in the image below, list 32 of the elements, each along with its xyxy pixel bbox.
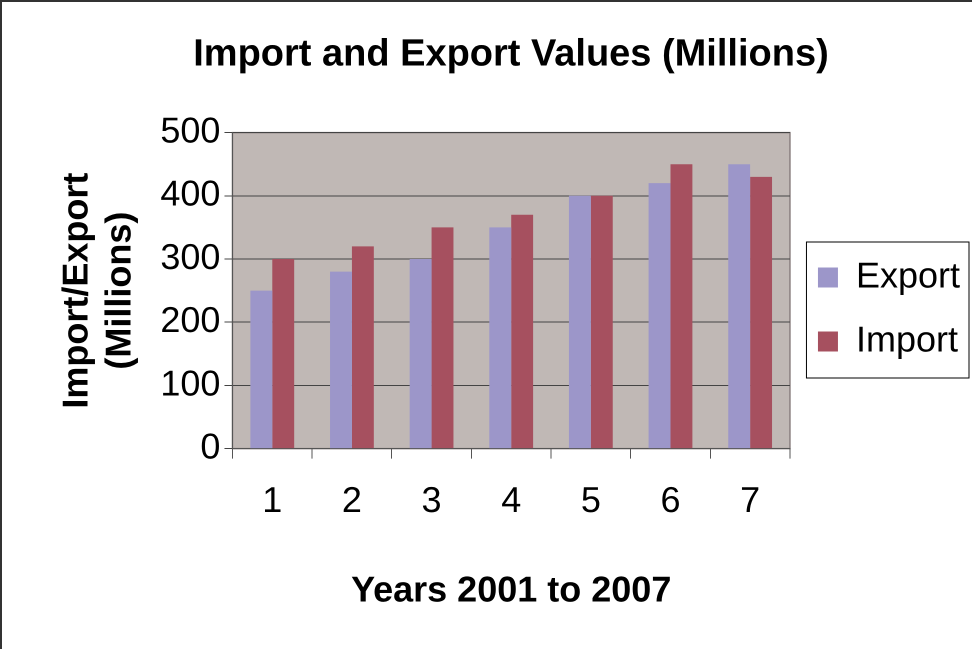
bar xyxy=(250,290,272,448)
bar xyxy=(272,259,294,448)
bar xyxy=(648,183,670,448)
y-tick-label: 300 xyxy=(160,236,220,277)
bar xyxy=(590,196,613,448)
x-tick-label: 2 xyxy=(342,479,362,520)
bar xyxy=(511,214,534,448)
legend-label: Import xyxy=(856,318,958,360)
bar xyxy=(410,259,432,448)
bar xyxy=(352,246,374,448)
y-tick-label: 400 xyxy=(160,172,220,214)
y-tick-label: 0 xyxy=(200,426,220,467)
y-tick-label: 100 xyxy=(160,362,220,404)
chart-title: Import and Export Values (Millions) xyxy=(193,32,829,74)
x-tick-label: 5 xyxy=(580,479,601,520)
bar xyxy=(489,227,512,448)
legend-label: Export xyxy=(856,254,960,296)
x-tick-label: 4 xyxy=(501,479,522,520)
bar xyxy=(728,164,750,448)
bar xyxy=(432,227,454,448)
y-tick-label: 200 xyxy=(160,299,220,340)
y-axis-title: Import/Export (Millions) xyxy=(54,172,139,409)
x-tick-label: 7 xyxy=(740,479,760,520)
x-tick-label: 6 xyxy=(660,479,681,520)
bar xyxy=(670,164,692,448)
bar xyxy=(330,272,352,448)
x-tick-label: 3 xyxy=(422,479,442,520)
bar xyxy=(750,176,772,448)
bar xyxy=(568,196,591,448)
y-tick-label: 500 xyxy=(160,110,220,151)
x-axis-title: Years 2001 to 2007 xyxy=(351,568,672,610)
x-tick-label: 1 xyxy=(262,479,282,520)
